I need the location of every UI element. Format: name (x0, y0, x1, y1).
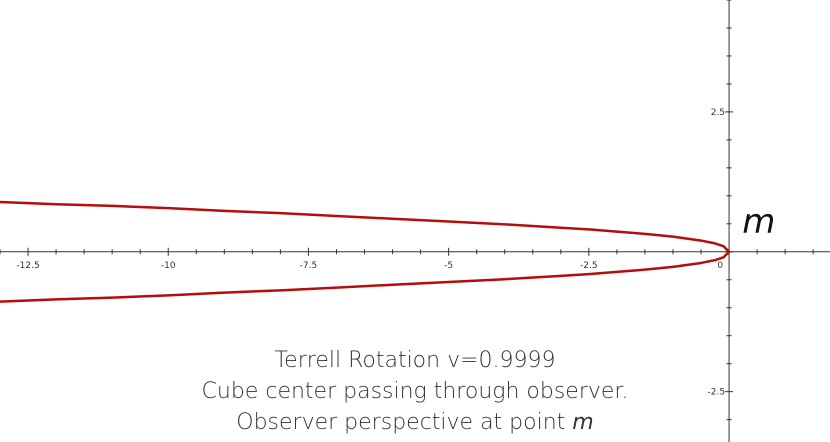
caption-point-m: m (572, 410, 594, 435)
y-tick-label: -2.5 (707, 388, 725, 398)
ticks: -12.5 -10 -7.5 -5 -2.5 0 2.5 -2.5 (0, 0, 814, 421)
x-tick-label: -2.5 (580, 261, 598, 271)
terrell-curve (0, 200, 731, 303)
y-tick-label: 2.5 (711, 108, 725, 118)
x-tick-label: -10 (161, 261, 176, 271)
caption-line-1: Terrell Rotation v=0.9999 (274, 348, 556, 373)
caption-line-3: Observer perspective at point m (0, 408, 830, 438)
x-tick-label: -12.5 (16, 261, 39, 271)
x-tick-label: 0 (717, 261, 723, 271)
x-tick-label: -7.5 (300, 261, 318, 271)
point-m-label: m (742, 202, 775, 242)
annotations: m (742, 202, 775, 242)
curves (0, 200, 731, 303)
caption-line-2: Cube center passing through observer. (201, 379, 629, 404)
x-tick-label: -5 (444, 261, 453, 271)
caption-line-3-text: Observer perspective at point (236, 410, 573, 435)
